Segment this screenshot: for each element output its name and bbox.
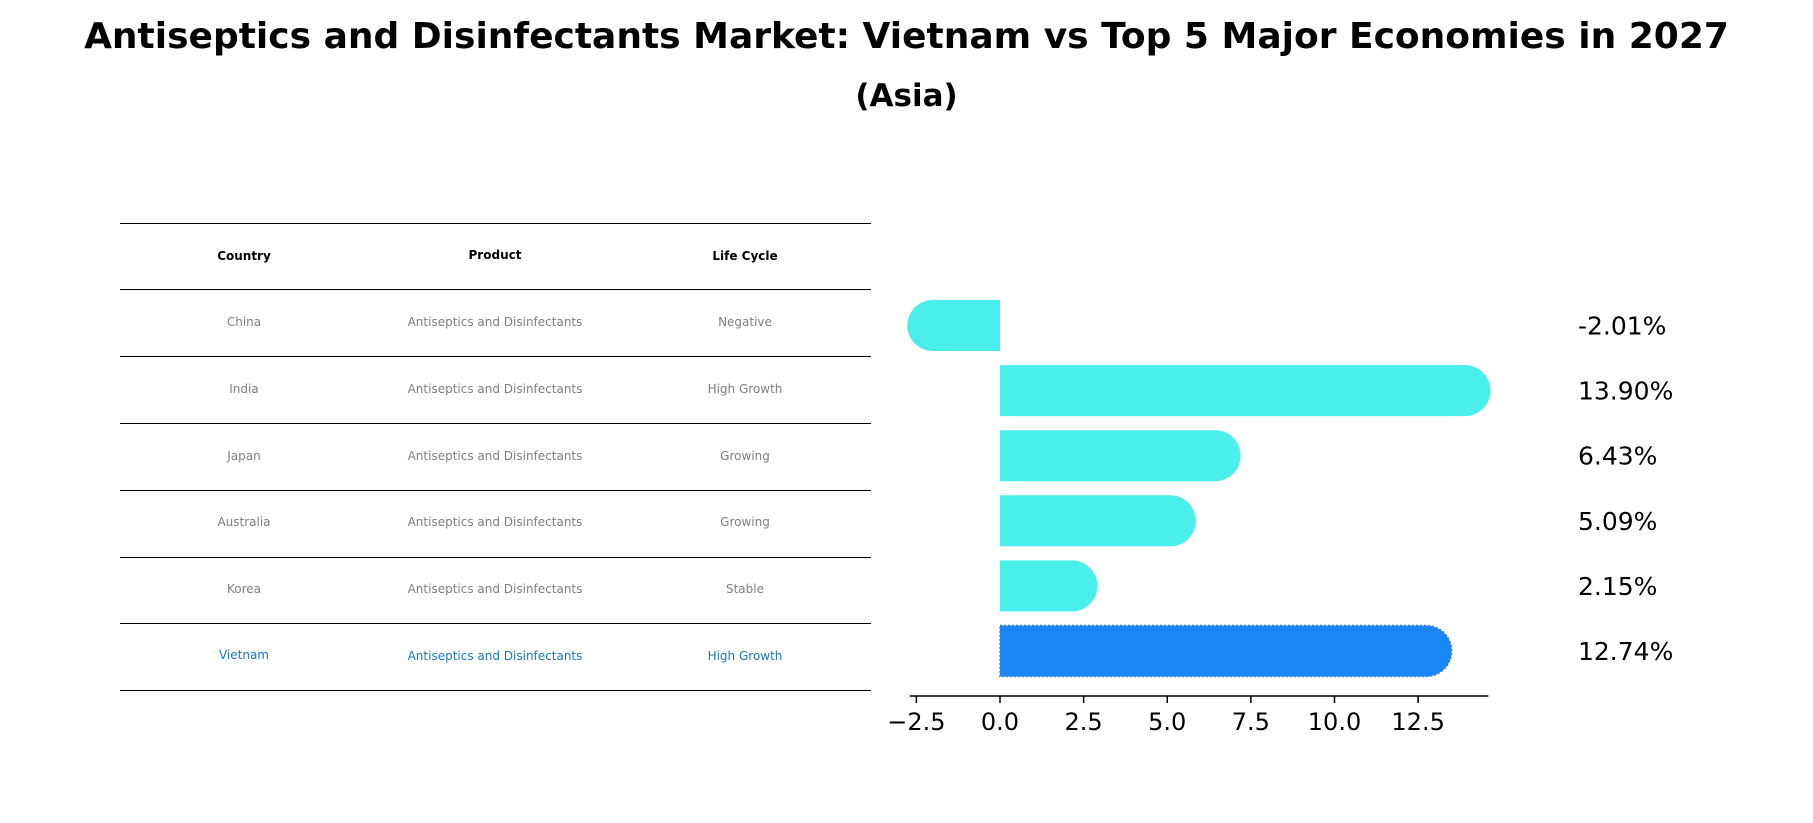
bar-china	[907, 300, 1000, 351]
table-rule	[120, 490, 871, 491]
bar-india	[1000, 365, 1491, 417]
table-rule	[120, 356, 871, 357]
table-rule	[120, 623, 871, 624]
bar-japan	[1000, 430, 1241, 482]
row-vietnam-country: Vietnam	[218, 648, 269, 662]
header-country: Country	[217, 249, 271, 263]
x-tick-label: 5.0	[1148, 708, 1186, 736]
chart-title: Antiseptics and Disinfectants Market: Vi…	[84, 16, 1729, 57]
table-rule	[120, 557, 871, 558]
x-tick-label: 0.0	[981, 708, 1019, 736]
value-label-japan: 6.43%	[1578, 442, 1657, 471]
row-japan-life-cycle: Growing	[720, 449, 770, 463]
value-label-korea: 2.15%	[1578, 572, 1657, 601]
x-tick-label: 7.5	[1232, 708, 1270, 736]
table-rule	[120, 423, 871, 424]
row-india-product: Antiseptics and Disinfectants	[407, 382, 583, 396]
bar-vietnam	[999, 624, 1453, 678]
row-china-life-cycle: Negative	[718, 315, 772, 329]
table-rule-bottom	[120, 690, 871, 691]
row-vietnam-life-cycle: High Growth	[707, 649, 783, 663]
bar-australia	[1000, 495, 1196, 547]
header-life-cycle: Life Cycle	[712, 249, 778, 263]
x-tick-label: 10.0	[1308, 708, 1361, 736]
row-australia-product: Antiseptics and Disinfectants	[407, 515, 583, 529]
header-product: Product	[468, 248, 522, 262]
row-china-product: Antiseptics and Disinfectants	[407, 315, 583, 329]
x-tick-label: 12.5	[1391, 708, 1444, 736]
row-japan-product: Antiseptics and Disinfectants	[407, 449, 583, 463]
row-china-country: China	[226, 315, 262, 329]
row-vietnam-product: Antiseptics and Disinfectants	[407, 649, 583, 663]
value-label-india: 13.90%	[1578, 377, 1673, 406]
row-korea-life-cycle: Stable	[725, 582, 764, 596]
x-tick-label: −2.5	[887, 708, 945, 736]
row-india-country: India	[229, 382, 259, 396]
row-korea-country: Korea	[226, 582, 262, 596]
value-label-australia: 5.09%	[1578, 507, 1657, 536]
row-australia-country: Australia	[217, 515, 271, 529]
row-australia-life-cycle: Growing	[720, 515, 770, 529]
x-tick-label: 2.5	[1065, 708, 1103, 736]
chart-subtitle: (Asia)	[855, 78, 958, 114]
bar-korea	[1000, 560, 1098, 612]
value-label-china: -2.01%	[1578, 312, 1666, 341]
row-korea-product: Antiseptics and Disinfectants	[407, 582, 583, 596]
row-japan-country: Japan	[227, 449, 261, 463]
table-rule-header	[120, 289, 871, 290]
value-label-vietnam: 12.74%	[1578, 637, 1673, 666]
row-india-life-cycle: High Growth	[707, 382, 783, 396]
table-rule-top	[120, 223, 871, 224]
